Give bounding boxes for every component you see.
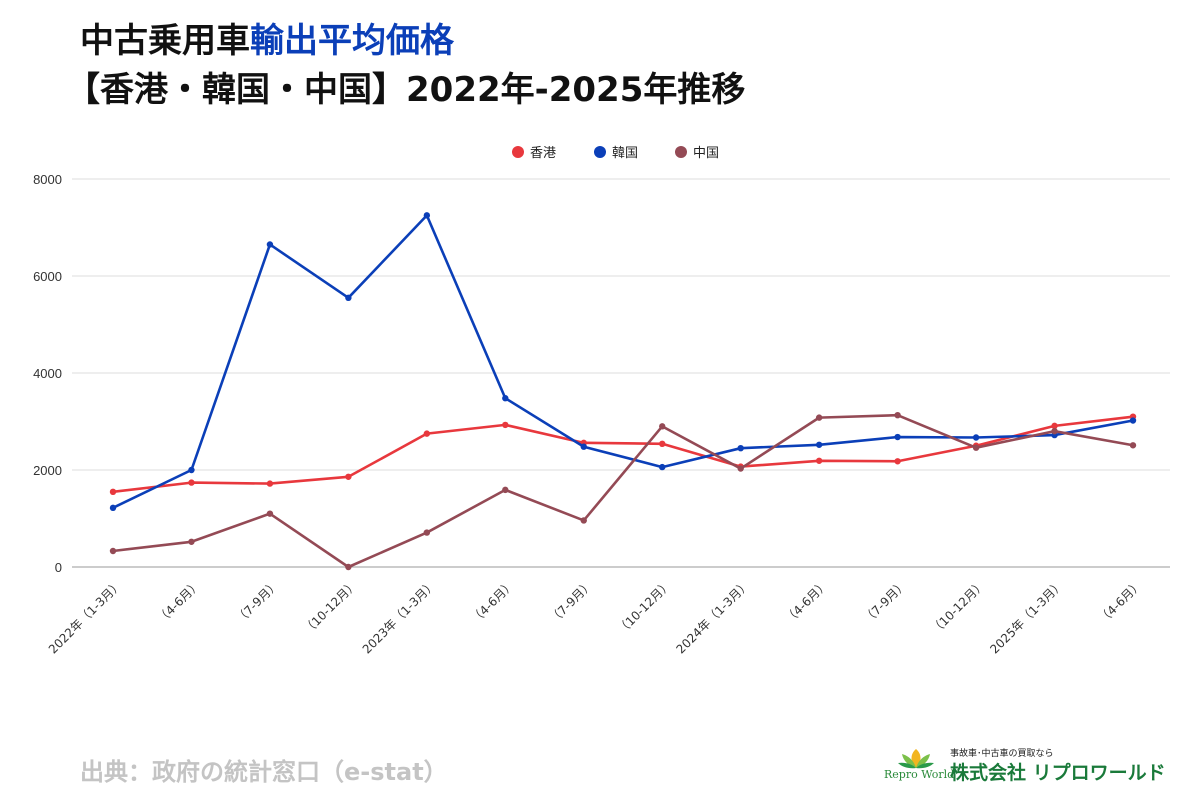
x-tick-label: （7-9月） (233, 577, 282, 626)
data-point (345, 563, 352, 571)
data-point (502, 486, 509, 494)
x-tick-label: （10-12月） (928, 577, 988, 637)
x-tick-label: 2024年（1-3月） (674, 577, 753, 656)
chart-title: 中古乗用車輸出平均価格 【香港・韓国・中国】2022年-2025年推移 (66, 18, 745, 116)
data-point (580, 443, 587, 450)
y-tick-label: 0 (55, 560, 62, 575)
y-tick-label: 4000 (33, 366, 62, 381)
legend-label: 中国 (693, 146, 719, 161)
logo-tagline: 事故車･中古車の買取なら (950, 749, 1054, 759)
logo-brand: Repro World (884, 768, 955, 781)
x-tick-label: 2023年（1-3月） (360, 577, 439, 656)
logo-company-name: 株式会社 リプロワールド (950, 762, 1166, 784)
data-point (1129, 417, 1137, 424)
data-point (972, 444, 980, 451)
data-point (109, 547, 117, 555)
y-tick-label: 6000 (33, 269, 62, 284)
x-tick-label: （4-6月） (782, 577, 831, 626)
data-point (423, 430, 431, 437)
data-point (188, 538, 195, 545)
legend-label: 韓国 (612, 146, 638, 161)
source-note: 出典：政府の統計窓口（e-stat） (80, 758, 448, 786)
x-tick-label: （10-12月） (300, 577, 360, 637)
legend-marker (512, 146, 524, 158)
title-plain: 中古乗用車 (80, 21, 250, 61)
legend-marker (675, 146, 687, 158)
company-logo: Repro World 事故車･中古車の買取なら 株式会社 リプロワールド (884, 746, 1174, 786)
data-point (266, 510, 274, 517)
y-tick-label: 2000 (33, 463, 62, 478)
data-point (580, 517, 587, 524)
legend-label: 香港 (530, 146, 556, 161)
data-point (266, 480, 274, 487)
series-line (111, 415, 1135, 494)
data-point (188, 479, 195, 486)
data-point (423, 529, 431, 536)
title-line-2: 【香港・韓国・中国】2022年-2025年推移 (66, 70, 746, 110)
data-point (345, 473, 352, 480)
data-point (188, 466, 195, 474)
data-point (815, 441, 823, 448)
data-point (737, 465, 744, 472)
x-tick-label: （7-9月） (547, 577, 596, 626)
x-tick-label: 2025年（1-3月） (987, 577, 1066, 656)
data-point (737, 444, 744, 452)
data-point (109, 504, 117, 512)
data-point (345, 294, 352, 302)
data-point (894, 433, 901, 441)
x-tick-label: 2022年（1-3月） (46, 577, 125, 656)
data-point (502, 395, 509, 402)
x-tick-label: （4-6月） (1096, 577, 1145, 626)
data-point (109, 488, 117, 496)
series-line (111, 214, 1135, 510)
data-point (423, 212, 431, 219)
data-point (1051, 428, 1058, 435)
data-point (659, 423, 666, 430)
data-point (1129, 442, 1137, 449)
x-tick-label: （7-9月） (861, 577, 910, 626)
data-point (659, 440, 666, 448)
data-point (815, 414, 823, 421)
y-tick-label: 8000 (33, 172, 62, 187)
data-point (894, 458, 901, 465)
data-point (815, 457, 823, 464)
title-accent: 輸出平均価格 (250, 21, 454, 61)
data-point (659, 463, 666, 471)
legend-marker (594, 146, 606, 158)
x-tick-label: （4-6月） (468, 577, 517, 626)
data-point (502, 421, 509, 429)
data-point (266, 241, 274, 248)
title-line-1: 中古乗用車輸出平均価格 (80, 18, 745, 64)
x-tick-label: （4-6月） (154, 577, 203, 626)
lotus-logo-icon (898, 749, 934, 769)
series-line (111, 413, 1135, 569)
data-point (1051, 422, 1058, 430)
data-point (972, 434, 980, 441)
data-point (894, 411, 901, 419)
x-tick-label: （10-12月） (614, 577, 674, 637)
